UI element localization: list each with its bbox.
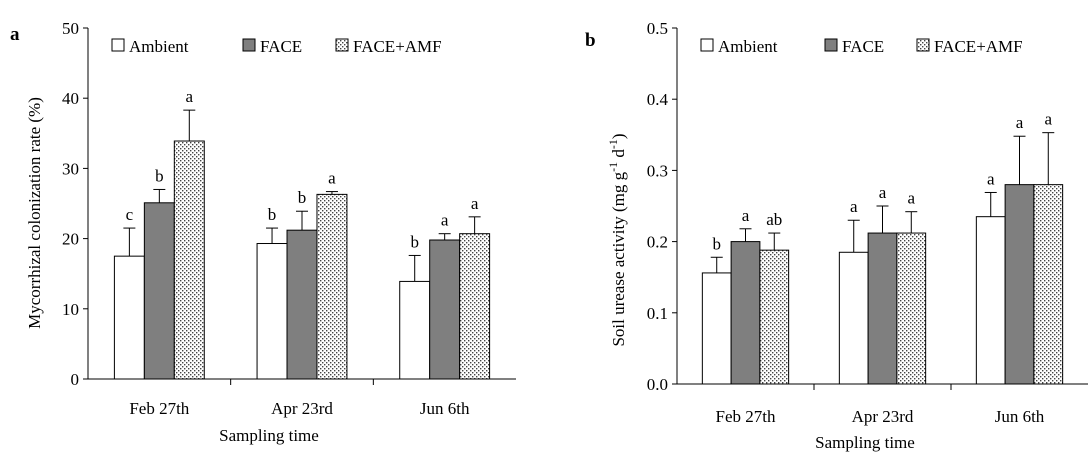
bar: [838, 251, 869, 385]
urease-unit-close: ): [609, 133, 628, 139]
significance-letter: a: [907, 189, 915, 208]
panel-a-bars: c b a b b a b a a: [113, 87, 491, 380]
y-tick-label: 40: [62, 89, 79, 108]
panel-b-axes: 0.0 0.1 0.2 0.3 0.4 0.5 Feb 27th Apr 23rd Jun 6t…: [647, 19, 1088, 426]
y-tick-label: 10: [62, 300, 79, 319]
x-category-label: Apr 23rd: [271, 399, 333, 418]
panel-b-label: b: [585, 30, 596, 51]
bar: [113, 255, 145, 380]
significance-letter: a: [471, 194, 479, 213]
significance-letter: a: [1016, 113, 1024, 132]
significance-letter: a: [879, 183, 887, 202]
bar: [730, 241, 761, 385]
bar: [316, 193, 348, 380]
bar: [429, 239, 461, 380]
significance-letter: ab: [766, 210, 782, 229]
bar: [286, 229, 318, 380]
y-tick-label: 0.0: [647, 375, 668, 394]
legend-label: Ambient: [129, 37, 189, 56]
y-tick-label: 0.2: [647, 233, 668, 252]
y-tick-label: 30: [62, 159, 79, 178]
x-category-label: Apr 23rd: [852, 407, 914, 426]
legend-swatch: [916, 38, 930, 52]
legend-label: FACE+AMF: [934, 37, 1023, 56]
legend-swatch: [242, 38, 256, 52]
bar: [701, 272, 732, 385]
panel-b-chart: b Soil urease activity (mg g-1 d-1) Samp…: [585, 19, 1088, 452]
urease-unit-main: Soil urease activity (mg g: [609, 171, 628, 346]
significance-letter: a: [1044, 110, 1052, 129]
panel-a-x-axis-label: Sampling time: [219, 426, 319, 445]
legend-swatch: [335, 38, 349, 52]
y-tick-label: 20: [62, 230, 79, 249]
panel-b-legend: Ambient FACE FACE+AMF: [700, 37, 1023, 56]
significance-letter: a: [742, 206, 750, 225]
significance-letter: c: [126, 205, 134, 224]
y-tick-label: 0.3: [647, 161, 668, 180]
bar: [896, 232, 927, 385]
significance-letter: a: [186, 87, 194, 106]
bar: [173, 140, 205, 380]
bar: [399, 280, 431, 380]
legend-swatch: [700, 38, 714, 52]
y-tick-label: 50: [62, 19, 79, 38]
y-tick-label: 0.4: [647, 90, 669, 109]
x-category-label: Feb 27th: [716, 407, 776, 426]
legend-label: FACE+AMF: [353, 37, 442, 56]
legend-swatch: [824, 38, 838, 52]
panel-a-label: a: [10, 24, 20, 45]
bar: [759, 249, 790, 385]
bar: [867, 232, 898, 385]
panel-a-axes: 0 10 20 30 40 50 Feb 27th Apr 23rd Jun 6th: [62, 19, 516, 418]
panel-b-y-axis-label: Soil urease activity (mg g-1 d-1): [606, 133, 628, 346]
x-category-label: Jun 6th: [995, 407, 1045, 426]
legend-label: Ambient: [718, 37, 778, 56]
bar: [256, 243, 288, 380]
bar: [1004, 184, 1035, 385]
significance-letter: a: [987, 169, 995, 188]
significance-letter: b: [298, 188, 307, 207]
significance-letter: b: [410, 232, 419, 251]
x-category-label: Jun 6th: [420, 399, 470, 418]
urease-unit-day: d: [609, 149, 628, 162]
significance-letter: a: [328, 169, 336, 188]
panel-b-x-axis-label: Sampling time: [815, 433, 915, 452]
significance-letter: b: [268, 205, 277, 224]
legend-swatch: [111, 38, 125, 52]
legend-label: FACE: [260, 37, 302, 56]
panel-a-y-axis-label: Mycorrhizal colonization rate (%): [25, 97, 44, 329]
bar: [143, 202, 175, 380]
significance-letter: b: [712, 234, 721, 253]
urease-unit-exp-1: -1: [606, 162, 620, 172]
significance-letter: a: [850, 197, 858, 216]
bar: [459, 233, 491, 380]
significance-letter: b: [155, 166, 164, 185]
y-tick-label: 0: [71, 370, 80, 389]
y-tick-label: 0.5: [647, 19, 668, 38]
panel-a-chart: a Mycorrhizal colonization rate (%) Samp…: [10, 19, 516, 445]
y-tick-label: 0.1: [647, 304, 668, 323]
panel-a-legend: Ambient FACE FACE+AMF: [111, 37, 442, 56]
bar: [975, 216, 1006, 385]
x-category-label: Feb 27th: [129, 399, 189, 418]
significance-letter: a: [441, 211, 449, 230]
urease-unit-exp-2: -1: [606, 139, 620, 149]
legend-label: FACE: [842, 37, 884, 56]
bar: [1033, 184, 1064, 385]
